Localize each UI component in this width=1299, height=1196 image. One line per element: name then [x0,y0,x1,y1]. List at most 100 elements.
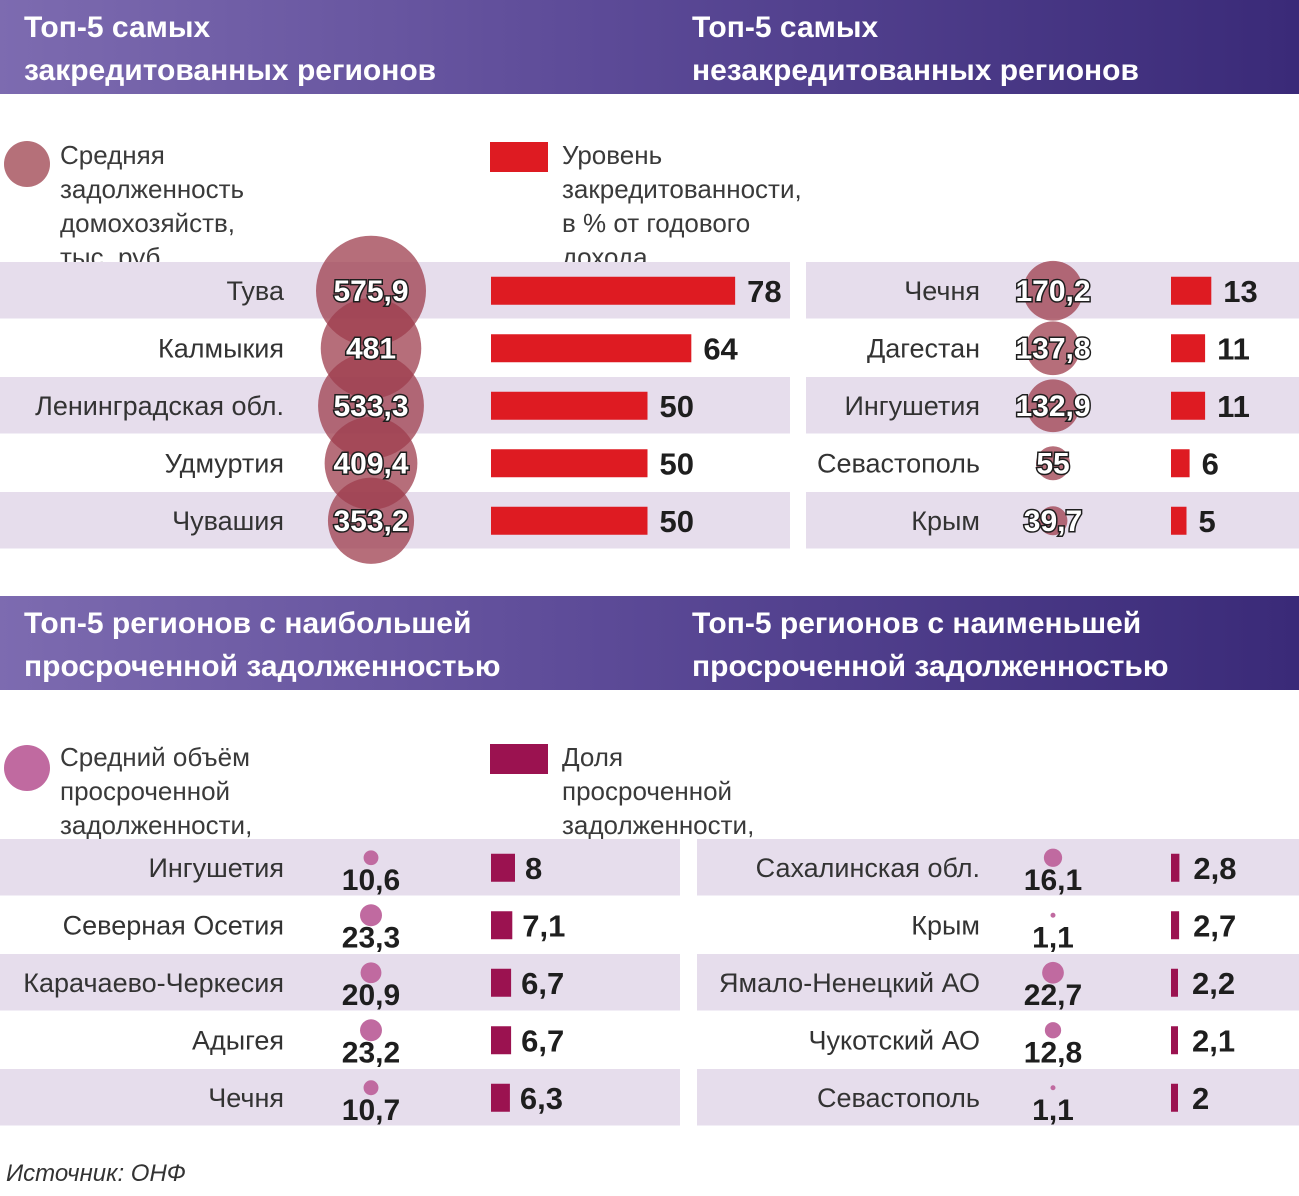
banner-title-least-credited: Топ-5 самых незакредитованных регионов [692,11,1139,87]
bar-value: 78 [747,274,781,309]
legend-circle-debt [4,141,50,187]
circle-value: 353,2 [333,505,408,538]
circle-value: 23,3 [342,921,400,954]
circle-value: 409,4 [333,447,408,480]
bar-value: 50 [660,504,694,539]
value-circle [1026,321,1080,376]
region-label: Ингушетия [148,853,284,883]
region-label: Чукотский АО [809,1025,981,1055]
value-circle [360,962,382,984]
bar [491,853,515,882]
value-circle [1026,379,1080,433]
bar-value: 50 [660,446,694,481]
banner-top: Топ-5 самых закредитованных регионов Топ… [0,0,1299,94]
region-label: Удмуртия [165,448,284,478]
bar-value: 2,7 [1193,908,1236,943]
region-label: Сахалинская обл. [756,853,980,883]
circle-value: 132,9 [1015,390,1090,423]
circle-value: 39,7 [1024,505,1082,538]
banner-title-least-overdue: Топ-5 регионов с наименьшей просроченной… [692,607,1169,683]
bar [1171,853,1180,882]
circle-value: 10,7 [342,1094,400,1127]
row-band [0,954,680,1011]
circle-value: 1,1 [1032,921,1074,954]
bar [491,1083,510,1112]
value-circle [1050,912,1056,918]
value-circle [363,850,379,866]
region-label: Дагестан [867,333,980,363]
region-label: Севастополь [817,1083,980,1113]
bar [1171,276,1212,305]
circle-value: 170,2 [1015,275,1090,308]
region-label: Чечня [208,1083,284,1113]
row-band [0,839,680,896]
source-note: Источник: ОНФ [6,1160,186,1187]
bar [1171,506,1187,535]
circle-value: 23,2 [342,1036,400,1069]
bar-value: 6 [1202,446,1219,481]
legend-label-overdue-bar: Доля просроченной задолженности, % [562,742,755,874]
region-label: Северная Осетия [63,910,284,940]
region-label: Крым [911,910,980,940]
legend-label-debt-circle: Средняя задолженность домохозяйств, тыс.… [60,140,245,272]
region-label: Карачаево-Черкесия [23,968,284,998]
bar-value: 2 [1192,1081,1209,1116]
bar [491,449,648,478]
circle-value: 10,6 [342,864,400,897]
region-label: Ленинградская обл. [35,391,284,421]
bar [491,276,736,305]
value-circle [1043,848,1063,867]
circle-value: 20,9 [342,979,400,1012]
circle-value: 16,1 [1024,864,1082,897]
circle-value: 55 [1036,447,1069,480]
region-label: Тува [226,276,285,306]
bar-value: 7,1 [522,908,565,943]
circle-value: 1,1 [1032,1094,1074,1127]
region-label: Севастополь [817,448,980,478]
bar-value: 50 [660,389,694,424]
bar-value: 11 [1217,389,1250,424]
bar [491,968,512,997]
circle-value: 12,8 [1024,1036,1082,1069]
legend-bar-overdue [490,744,548,774]
banner-bottom: Топ-5 регионов с наибольшей просроченной… [0,596,1299,690]
region-label: Ямало-Ненецкий АО [719,968,980,998]
region-label: Крым [911,506,980,536]
bar-value: 6,7 [521,966,564,1001]
region-label: Калмыкия [158,333,284,363]
region-label: Адыгея [192,1025,284,1055]
bar [1171,1026,1178,1055]
bar [491,391,648,420]
bar [491,1026,512,1055]
region-label: Чувашия [172,506,284,536]
bar-value: 2,8 [1193,851,1236,886]
value-circle [1038,506,1068,536]
row-band [0,1069,680,1126]
circle-value: 533,3 [333,390,408,423]
bar-value: 2,1 [1192,1023,1235,1058]
legend-bar-debt [490,142,548,172]
bar [491,506,648,535]
row-band [697,954,1299,1011]
value-circle [360,904,382,927]
banner-title-most-overdue: Топ-5 регионов с наибольшей просроченной… [24,607,501,683]
bar [491,334,692,363]
value-circle [327,477,415,564]
region-label: Ингушетия [844,391,980,421]
bar [491,911,513,940]
value-circle [363,1080,379,1096]
bar-value: 2,2 [1192,966,1235,1001]
value-circle [360,1019,382,1042]
bar-value: 5 [1199,504,1216,539]
value-circle [1050,1085,1056,1091]
bar-value: 13 [1223,274,1257,309]
bar-value: 11 [1217,331,1250,366]
bar-value: 64 [703,331,738,366]
circle-value: 575,9 [333,275,408,308]
bar [1171,968,1178,997]
circle-value: 481 [346,332,396,365]
bar-value: 8 [525,851,542,886]
row-band [697,1069,1299,1126]
row-band [697,839,1299,896]
